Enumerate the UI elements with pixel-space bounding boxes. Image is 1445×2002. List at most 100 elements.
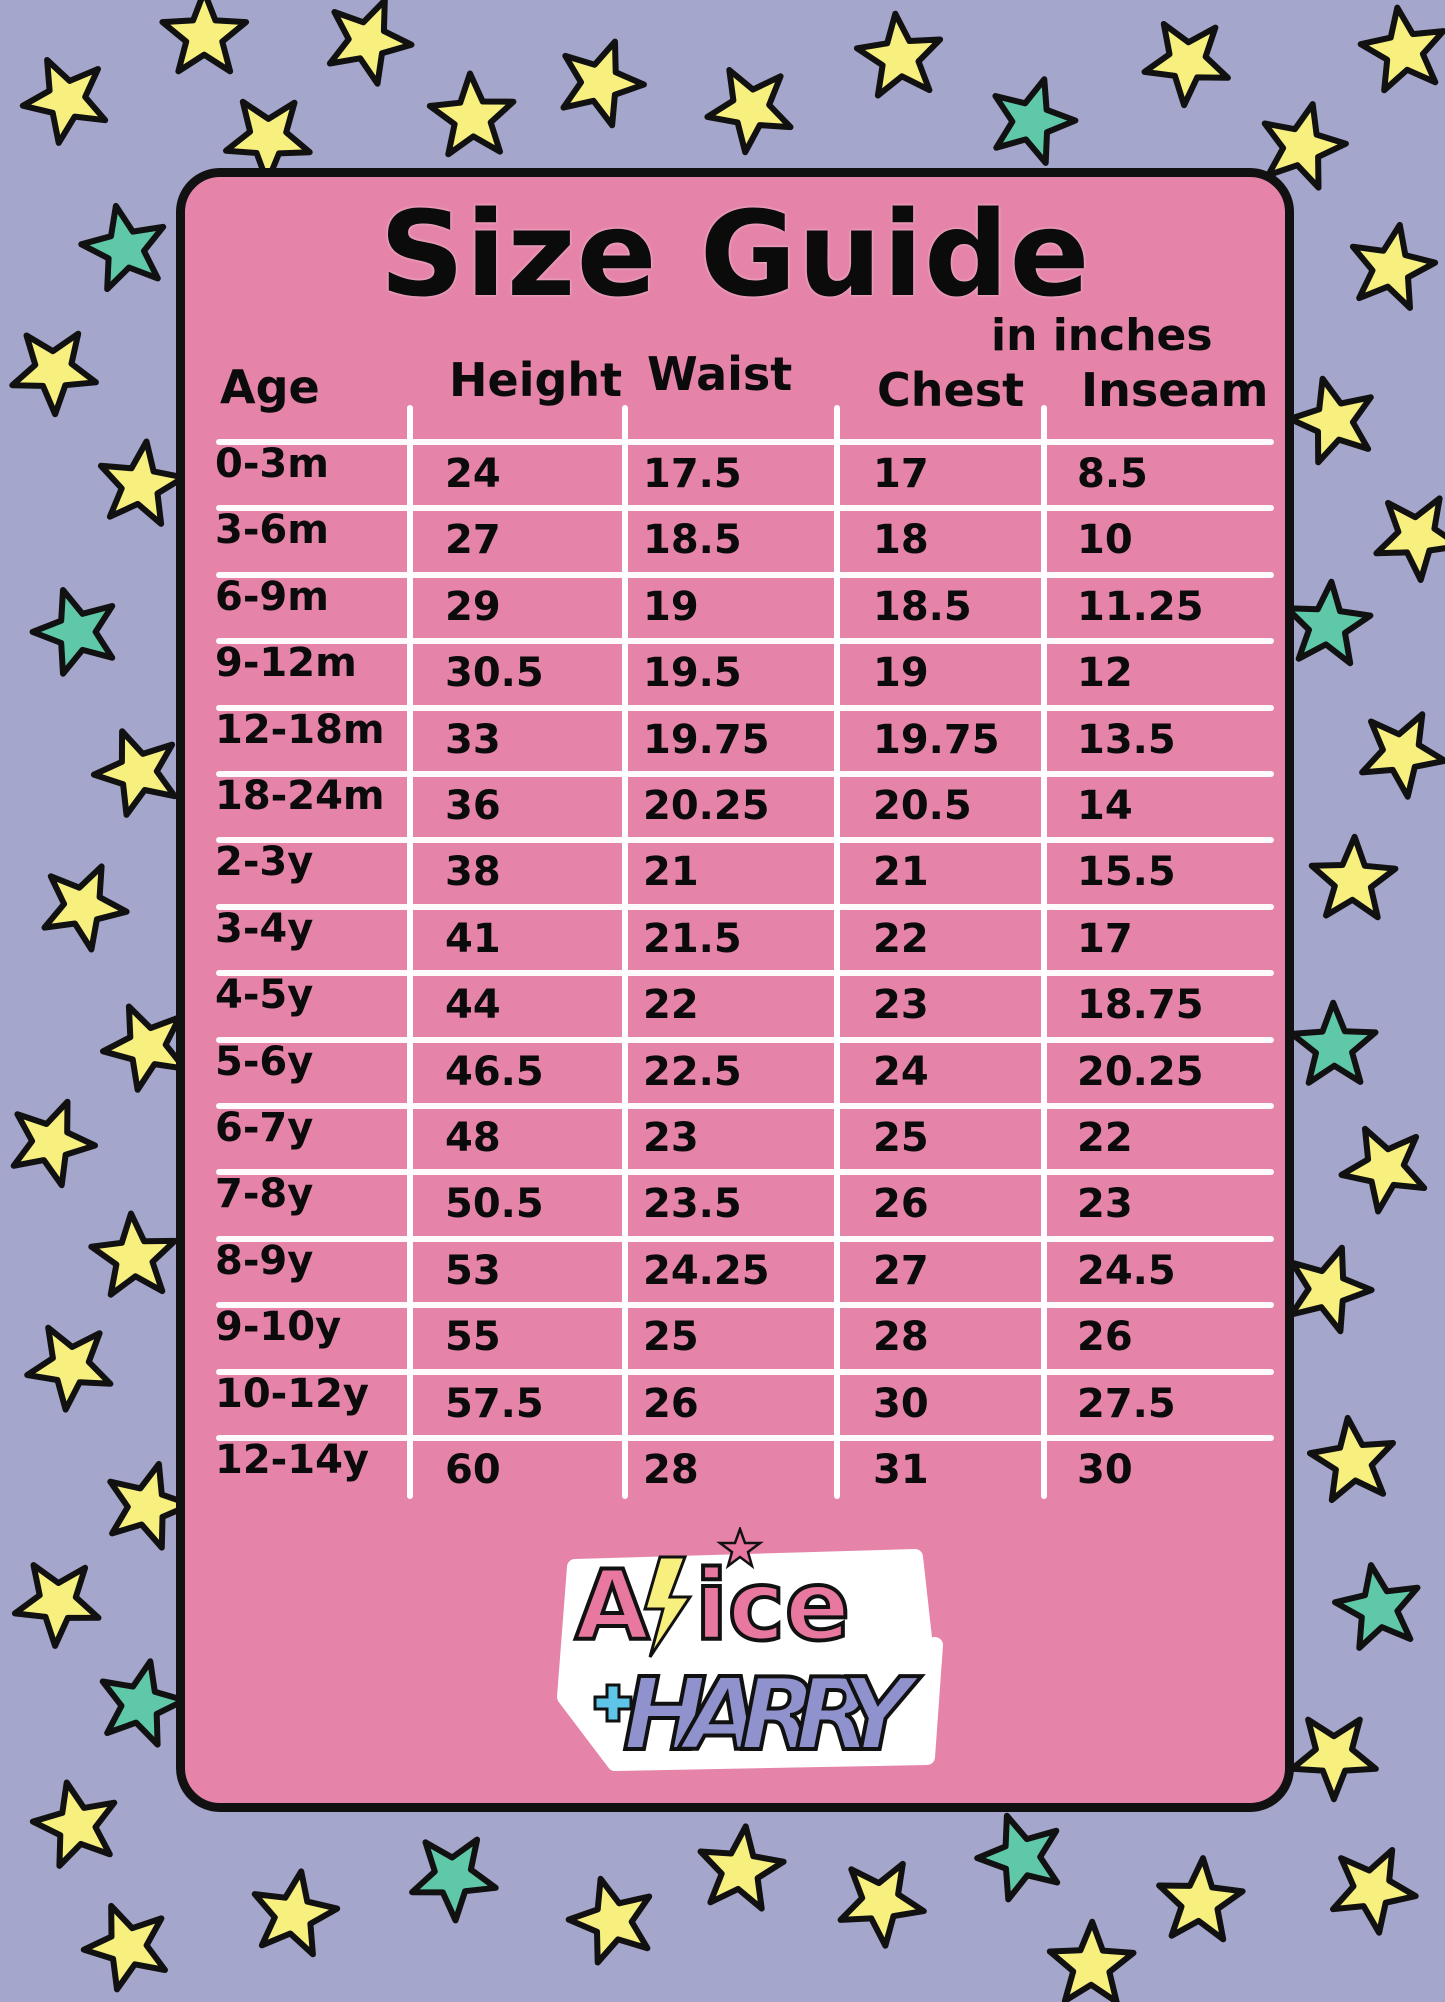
cell-age: 12-18m xyxy=(215,706,385,753)
star-icon xyxy=(1288,1244,1375,1335)
star-icon xyxy=(697,1823,787,1912)
cell-height: 60 xyxy=(445,1447,501,1493)
star-icon xyxy=(159,0,250,75)
cell-inseam: 23 xyxy=(1077,1181,1133,1228)
cell-height: 30.5 xyxy=(445,650,544,697)
star-icon xyxy=(100,1003,188,1093)
star-icon xyxy=(1288,999,1379,1086)
cell-waist: 21 xyxy=(643,849,699,896)
star-icon xyxy=(1308,833,1399,921)
star-icon xyxy=(1330,1847,1419,1936)
cell-height: 57.5 xyxy=(445,1380,544,1427)
cell-height: 46.5 xyxy=(445,1048,544,1095)
cell-height: 33 xyxy=(445,716,501,763)
cell-height: 53 xyxy=(445,1247,501,1294)
cell-height: 44 xyxy=(445,982,501,1029)
cell-age: 9-10y xyxy=(215,1304,342,1351)
star-icon xyxy=(251,1868,341,1958)
star-icon xyxy=(11,1562,102,1649)
cell-chest: 30 xyxy=(873,1380,929,1427)
star-icon xyxy=(90,728,178,818)
cell-inseam: 20.25 xyxy=(1077,1048,1204,1095)
cell-height: 29 xyxy=(445,583,501,630)
star-icon xyxy=(80,1902,168,1993)
cell-inseam: 13.5 xyxy=(1077,716,1176,763)
star-icon xyxy=(9,330,99,418)
cell-chest: 19.75 xyxy=(873,716,1000,763)
column-header-chest: Chest xyxy=(877,363,1025,417)
cell-height: 36 xyxy=(445,783,501,829)
cell-inseam: 22 xyxy=(1077,1115,1133,1161)
star-icon xyxy=(704,67,794,156)
star-icon xyxy=(88,1210,178,1298)
cell-age: 10-12y xyxy=(215,1370,370,1417)
star-icon xyxy=(1338,1125,1428,1215)
units-label: in inches xyxy=(991,310,1213,361)
star-icon xyxy=(29,1779,118,1869)
star-icon xyxy=(1357,4,1445,94)
cell-chest: 18 xyxy=(873,517,929,564)
row-divider xyxy=(216,704,1274,711)
star-icon xyxy=(19,57,109,146)
cell-chest: 18.5 xyxy=(873,583,972,630)
row-divider xyxy=(216,1302,1274,1309)
column-header-waist: Waist xyxy=(647,347,793,401)
cell-chest: 21 xyxy=(873,849,929,896)
star-icon xyxy=(78,202,167,293)
cell-waist: 26 xyxy=(643,1380,699,1427)
cell-chest: 24 xyxy=(873,1048,929,1095)
star-icon xyxy=(97,438,187,527)
cell-waist: 23 xyxy=(643,1115,699,1161)
cell-waist: 22 xyxy=(643,982,699,1029)
row-divider xyxy=(216,1103,1274,1109)
cell-age: 6-9m xyxy=(215,573,329,620)
page-title: Size Guide xyxy=(379,185,1091,323)
star-icon xyxy=(1349,221,1439,311)
row-divider xyxy=(216,571,1274,578)
star-icon xyxy=(1156,1855,1246,1943)
cell-waist: 24.25 xyxy=(643,1247,770,1294)
star-icon xyxy=(1289,1716,1379,1803)
star-icon xyxy=(409,1836,499,1924)
cell-inseam: 27.5 xyxy=(1077,1380,1176,1427)
cell-waist: 22.5 xyxy=(643,1048,742,1095)
cell-age: 7-8y xyxy=(215,1171,314,1218)
cell-height: 27 xyxy=(445,517,501,564)
star-icon xyxy=(326,0,415,87)
cell-age: 9-12m xyxy=(215,640,357,687)
alice-harry-logo: A ice HARRY xyxy=(557,1527,943,1775)
column-header-age: Age xyxy=(220,360,320,414)
cell-chest: 17 xyxy=(873,451,929,497)
cell-inseam: 24.5 xyxy=(1077,1247,1176,1294)
cell-height: 24 xyxy=(445,451,501,497)
cell-height: 38 xyxy=(445,849,501,896)
column-header-inseam: Inseam xyxy=(1081,363,1269,417)
cell-height: 41 xyxy=(445,915,501,962)
svg-text:ice: ice xyxy=(695,1550,850,1662)
cell-inseam: 10 xyxy=(1077,517,1133,564)
star-icon xyxy=(1284,578,1374,667)
cell-age: 3-6m xyxy=(215,507,329,554)
cell-chest: 19 xyxy=(873,650,929,697)
star-icon xyxy=(560,38,647,129)
star-icon xyxy=(1332,1562,1421,1651)
size-guide-card: Size Guide in inches Age Height Waist Chest… xyxy=(176,168,1294,1812)
cell-chest: 25 xyxy=(873,1115,929,1161)
cell-inseam: 11.25 xyxy=(1077,583,1204,630)
star-icon xyxy=(1306,1414,1396,1504)
cell-waist: 20.25 xyxy=(643,783,770,829)
row-divider xyxy=(216,1169,1274,1176)
cell-inseam: 17 xyxy=(1077,915,1133,962)
row-divider xyxy=(216,903,1274,910)
cell-chest: 31 xyxy=(873,1447,929,1493)
cell-waist: 25 xyxy=(643,1314,699,1361)
row-divider xyxy=(216,1368,1274,1375)
star-icon xyxy=(99,1658,188,1748)
star-icon xyxy=(24,1324,114,1413)
cell-waist: 19.5 xyxy=(643,650,742,697)
row-divider xyxy=(216,505,1274,512)
cell-height: 48 xyxy=(445,1115,501,1161)
cell-age: 18-24m xyxy=(215,773,385,819)
cell-chest: 26 xyxy=(873,1181,929,1228)
svg-text:A: A xyxy=(575,1550,649,1662)
